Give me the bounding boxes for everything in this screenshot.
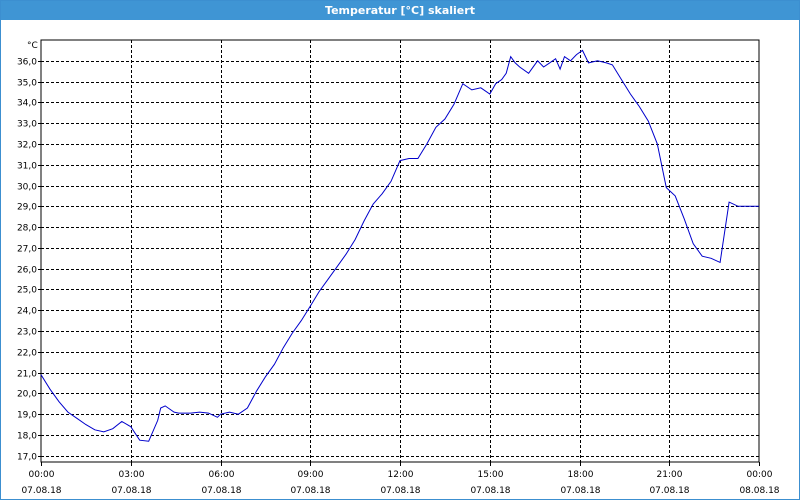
x-tick-date-label: 07.08.18 xyxy=(560,486,600,496)
x-tick-time-label: 00:00 xyxy=(29,470,55,480)
x-tick-date-label: 07.08.18 xyxy=(21,486,61,496)
y-tick-label: 32,0 xyxy=(17,141,37,151)
x-tick-time-label: 21:00 xyxy=(657,470,683,480)
y-tick-label: 20,0 xyxy=(17,390,37,400)
y-tick-label: 31,0 xyxy=(17,162,37,172)
x-tick-date-label: 07.08.18 xyxy=(111,486,151,496)
x-tick-date-label: 07.08.18 xyxy=(649,486,689,496)
temperature-series-line xyxy=(40,49,759,442)
y-tick-label: 35,0 xyxy=(17,79,37,89)
y-tick-label: 26,0 xyxy=(17,266,37,276)
x-tick-time-label: 18:00 xyxy=(568,470,594,480)
x-tick-time-label: 00:00 xyxy=(747,470,773,480)
y-tick-label: 28,0 xyxy=(17,224,37,234)
y-tick-label: 27,0 xyxy=(17,245,37,255)
x-tick-time-label: 09:00 xyxy=(298,470,324,480)
window-title: Temperatur [°C] skaliert xyxy=(1,1,799,20)
y-tick-label: 34,0 xyxy=(17,99,37,109)
x-tick-date-label: 07.08.18 xyxy=(290,486,330,496)
y-tick-label: 22,0 xyxy=(17,349,37,359)
y-tick-label: 30,0 xyxy=(17,183,37,193)
y-tick-label: 17,0 xyxy=(17,453,37,463)
y-tick-label: 21,0 xyxy=(17,370,37,380)
x-tick-date-label: 07.08.18 xyxy=(201,486,241,496)
x-tick-date-label: 07.08.18 xyxy=(470,486,510,496)
y-tick-label: 24,0 xyxy=(17,307,37,317)
x-tick-date-label: 08.08.18 xyxy=(739,486,779,496)
axis-layer: 17,0 18,0 19,0 20,0 21,0 22,0 23,0 24,0 25,0 26,0… xyxy=(17,39,780,496)
x-tick-time-label: 06:00 xyxy=(209,470,235,480)
series-layer xyxy=(40,49,759,442)
y-tick-label: 36,0 xyxy=(17,58,37,68)
x-tick-date-label: 07.08.18 xyxy=(380,486,420,496)
y-tick-label: 18,0 xyxy=(17,432,37,442)
x-tick-time-label: 03:00 xyxy=(119,470,145,480)
y-tick-label: 33,0 xyxy=(17,120,37,130)
y-tick-label: 29,0 xyxy=(17,203,37,213)
grid-layer xyxy=(41,40,759,462)
y-tick-label: 25,0 xyxy=(17,286,37,296)
y-tick-label: 23,0 xyxy=(17,328,37,338)
x-tick-time-label: 15:00 xyxy=(478,470,504,480)
x-tick-time-label: 12:00 xyxy=(388,470,414,480)
y-axis-unit-label: °C xyxy=(27,41,38,51)
y-tick-label: 19,0 xyxy=(17,411,37,421)
